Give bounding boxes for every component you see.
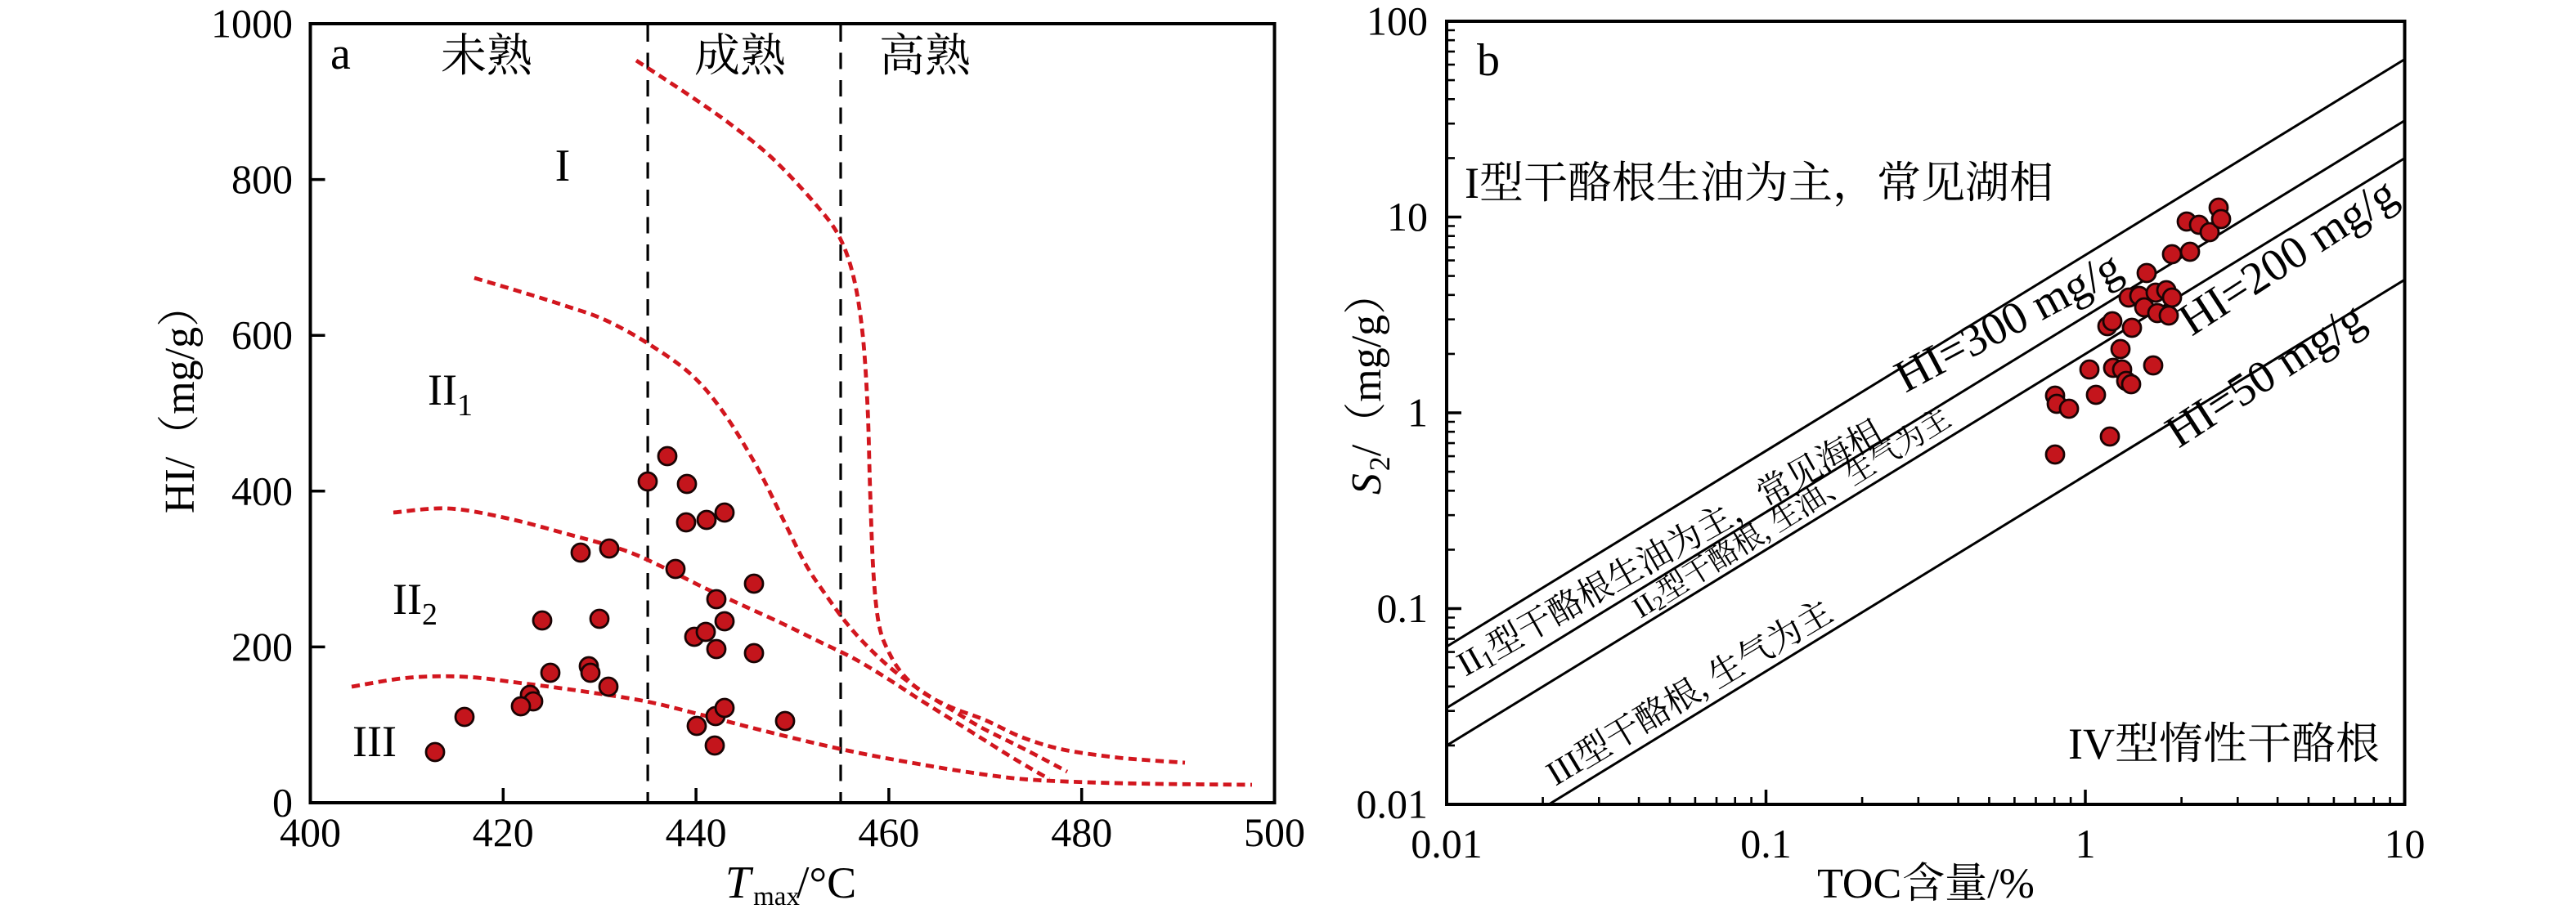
svg-text:HI/: HI/ [157,456,204,513]
svg-text:/%: /% [1987,861,2035,907]
svg-text:200: 200 [231,624,293,669]
svg-text:TOC: TOC [1817,861,1901,907]
svg-text:2: 2 [1363,456,1396,471]
svg-text:10: 10 [1387,194,1428,240]
svg-text:0.01: 0.01 [1411,821,1483,867]
svg-text:400: 400 [231,468,293,513]
svg-text:I: I [555,141,571,191]
svg-text:T: T [725,858,754,908]
svg-text:III: III [352,717,397,766]
svg-text:/: / [1344,444,1390,456]
svg-text:mg/g: mg/g [157,327,204,414]
svg-text:IV: IV [2068,719,2115,768]
svg-text:b: b [1477,35,1500,86]
svg-text:°C: °C [810,858,857,907]
svg-text:800: 800 [231,156,293,202]
svg-text:480: 480 [1051,809,1112,855]
svg-text:max: max [753,882,800,911]
svg-text:/: / [797,858,810,908]
svg-text:1: 1 [2076,821,2096,867]
svg-text:0.01: 0.01 [1357,781,1429,827]
svg-text:mg/g: mg/g [1344,315,1390,402]
svg-text:S: S [1344,473,1390,495]
svg-text:440: 440 [666,809,727,855]
svg-text:II: II [428,365,457,414]
svg-text:I: I [1465,159,1479,208]
svg-text:10: 10 [2385,821,2426,867]
svg-text:1: 1 [457,388,473,423]
svg-text:600: 600 [231,312,293,358]
svg-text:400: 400 [280,809,341,855]
svg-text:0: 0 [272,780,293,826]
svg-text:II: II [393,575,422,624]
svg-text:2: 2 [422,598,438,632]
svg-text:100: 100 [1367,0,1428,44]
svg-text:0.1: 0.1 [1377,585,1429,631]
svg-text:a: a [330,29,351,79]
svg-text:0.1: 0.1 [1740,821,1792,867]
svg-text:420: 420 [473,809,534,855]
svg-text:460: 460 [858,809,919,855]
svg-text:500: 500 [1244,809,1305,855]
svg-text:1: 1 [1407,390,1428,436]
svg-text:1000: 1000 [211,1,293,47]
